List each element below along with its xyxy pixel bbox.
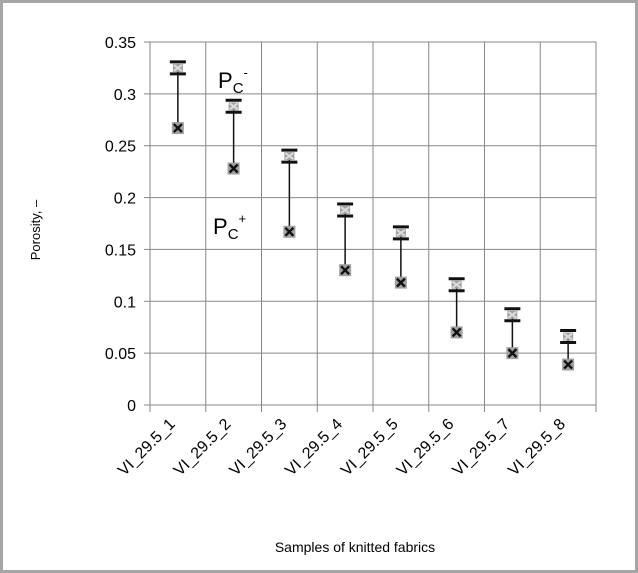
marker-cross (284, 152, 294, 160)
y-tick-label: 0 (127, 398, 136, 415)
x-tick-labels: VI_29.5_1VI_29.5_2VI_29.5_3VI_29.5_4VI_2… (115, 416, 569, 480)
marker-pc-minus (281, 148, 298, 164)
x-tick-label: VI_29.5_8 (505, 416, 569, 480)
marker-cross (173, 123, 183, 133)
y-tick-label: 0.35 (105, 35, 136, 52)
axes (144, 41, 597, 412)
marker-pc-plus (394, 276, 407, 289)
x-tick-label: VI_29.5_5 (338, 416, 402, 480)
marker-cross (228, 163, 239, 174)
x-tick-label: VI_29.5_7 (450, 416, 514, 480)
annotation-pc-plus: PC+ (213, 211, 246, 243)
marker-cross (284, 226, 295, 237)
marker-cross (340, 206, 350, 214)
marker-cross (396, 229, 406, 237)
marker-cross (229, 102, 239, 111)
marker-cross (507, 310, 517, 319)
x-tick-label: VI_29.5_1 (115, 416, 179, 480)
marker-cross (563, 332, 573, 341)
y-axis-label: Porosity, – (28, 199, 43, 260)
marker-pc-minus (169, 60, 186, 76)
x-tick-label: VI_29.5_6 (394, 416, 458, 480)
x-tick-label: VI_29.5_4 (282, 416, 346, 480)
grid-lines (150, 41, 597, 405)
y-tick-label: 0.2 (114, 191, 136, 208)
y-tick-label: 0.1 (114, 294, 136, 311)
y-tick-label: 0.3 (114, 87, 136, 104)
marker-pc-minus (392, 225, 409, 241)
marker-cross (452, 280, 462, 289)
marker-pc-plus (450, 326, 463, 339)
x-axis-label: Samples of knitted fabrics (275, 539, 435, 555)
data-markers (169, 60, 577, 371)
y-tick-label: 0.05 (105, 346, 136, 363)
marker-pc-plus (562, 358, 575, 371)
marker-pc-minus (448, 277, 465, 293)
x-tick-label: VI_29.5_3 (227, 416, 291, 480)
marker-pc-plus (227, 162, 240, 175)
marker-pc-plus (283, 225, 296, 238)
marker-pc-plus (506, 347, 519, 360)
x-tick-label: VI_29.5_2 (171, 416, 235, 480)
y-tick-label: 0.25 (105, 139, 136, 156)
marker-cross (173, 64, 183, 72)
marker-cross (451, 327, 462, 338)
y-tick-label: 0.15 (105, 242, 136, 259)
marker-pc-plus (171, 122, 184, 135)
marker-cross (340, 265, 350, 276)
y-tick-labels: 0 0.05 0.1 0.15 0.2 0.25 0.3 0.35 (105, 35, 136, 415)
marker-pc-minus (225, 98, 242, 114)
range-bars (177, 67, 569, 365)
marker-pc-minus (504, 307, 521, 323)
marker-pc-minus (337, 202, 354, 218)
marker-pc-plus (339, 264, 352, 277)
marker-cross (563, 359, 573, 370)
marker-cross (396, 277, 406, 288)
annotation-pc-minus: PC- (218, 65, 248, 97)
marker-pc-minus (560, 329, 577, 345)
marker-cross (507, 348, 518, 358)
